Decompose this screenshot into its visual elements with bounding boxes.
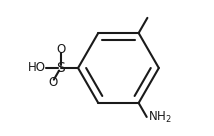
Text: NH$_2$: NH$_2$	[148, 109, 172, 125]
Text: HO: HO	[28, 61, 46, 75]
Text: O: O	[49, 76, 58, 89]
Text: O: O	[56, 43, 65, 56]
Text: S: S	[56, 61, 65, 75]
